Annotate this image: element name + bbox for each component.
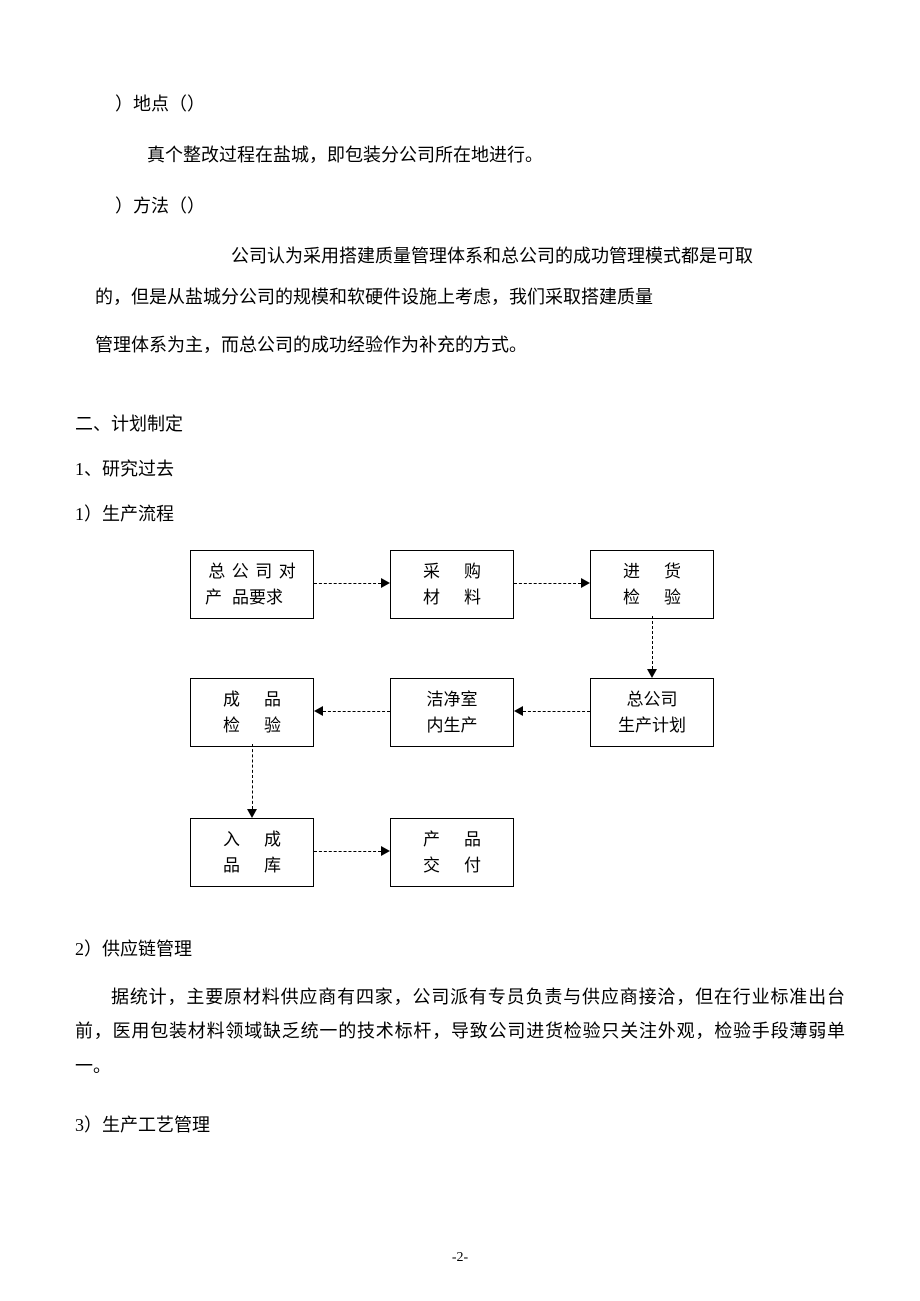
- arrow-5-4: [323, 711, 390, 712]
- flow-box-incoming-inspection: 进货 检验: [590, 550, 714, 619]
- arrow-head-5-4: [314, 706, 323, 716]
- flow-box-purchase-materials: 采购 材料: [390, 550, 514, 619]
- subsection-2-1-1: 1）生产流程: [75, 500, 845, 529]
- arrow-head-7-8: [381, 846, 390, 856]
- method-line-3: 管理体系为主，而总公司的成功经验作为补充的方式。: [75, 325, 845, 366]
- subsection-2-1-3: 3）生产工艺管理: [75, 1111, 845, 1140]
- method-line-1: 公司认为采用搭建质量管理体系和总公司的成功管理模式都是可取: [75, 242, 845, 271]
- para-location-header: ）地点（）: [75, 90, 845, 119]
- subsection-2-1: 1、研究过去: [75, 455, 845, 484]
- arrow-3-6: [652, 616, 653, 669]
- supply-chain-body: 据统计，主要原材料供应商有四家，公司派有专员负责与供应商接洽，但在行业标准出台前…: [75, 980, 845, 1083]
- arrow-7-8: [314, 851, 381, 852]
- flow-box-finished-warehouse: 入成 品库: [190, 818, 314, 887]
- arrow-head-4-7: [247, 809, 257, 818]
- arrow-6-5: [523, 711, 590, 712]
- flow-box-cleanroom-production: 洁净室 内生产: [390, 678, 514, 747]
- subsection-2-1-2: 2）供应链管理: [75, 935, 845, 964]
- para-location-body: 真个整改过程在盐城，即包装分公司所在地进行。: [75, 141, 845, 170]
- arrow-head-6-5: [514, 706, 523, 716]
- para-method-header: ）方法（）: [75, 192, 845, 221]
- flow-box-product-delivery: 产品 交付: [390, 818, 514, 887]
- arrow-head-1-2: [381, 578, 390, 588]
- arrow-4-7: [252, 744, 253, 809]
- flow-box-hq-production-plan: 总公司 生产计划: [590, 678, 714, 747]
- flow-box-product-inspection: 成品 检验: [190, 678, 314, 747]
- production-flowchart: 总公司对 产品要求 采购 材料 进货 检验 成品 检验 洁净室 内生产 总公司 …: [140, 550, 780, 905]
- flow-box-hq-requirements: 总公司对 产品要求: [190, 550, 314, 619]
- arrow-1-2: [314, 583, 381, 584]
- arrow-head-3-6: [647, 669, 657, 678]
- section-2-title: 二、计划制定: [75, 410, 845, 439]
- para-method-body: 公司认为采用搭建质量管理体系和总公司的成功管理模式都是可取 的，但是从盐城分公司…: [75, 242, 845, 366]
- method-line-2: 的，但是从盐城分公司的规模和软硬件设施上考虑，我们采取搭建质量: [75, 277, 845, 318]
- page-number: -2-: [0, 1247, 920, 1269]
- arrow-2-3: [514, 583, 581, 584]
- arrow-head-2-3: [581, 578, 590, 588]
